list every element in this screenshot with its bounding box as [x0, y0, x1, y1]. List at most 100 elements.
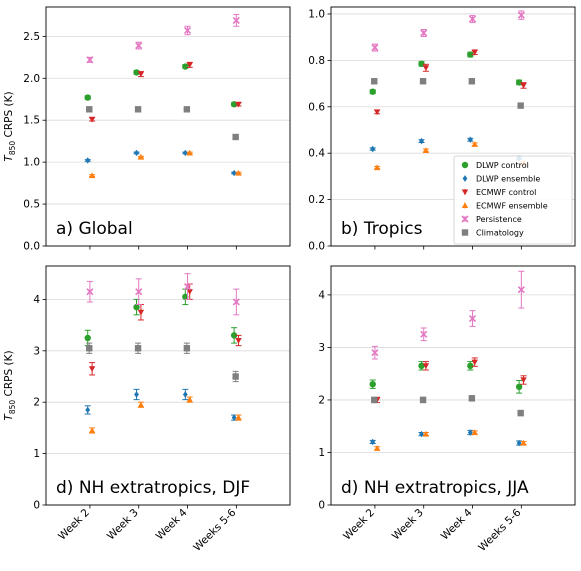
x-tick-label: Weeks 5-6 — [191, 506, 238, 553]
data-point — [373, 109, 381, 116]
axes-frame — [330, 265, 576, 506]
data-point — [88, 172, 96, 179]
axes-frame — [330, 6, 576, 247]
data-point — [515, 383, 523, 391]
data-point — [517, 102, 524, 109]
data-point — [420, 330, 428, 338]
x-tick-label: Week 4 — [439, 506, 475, 542]
data-point — [468, 395, 476, 402]
y-tick-label: 2.0 — [23, 73, 40, 85]
panel-title: d) NH extratropics, DJF — [56, 478, 250, 498]
data-point — [137, 401, 145, 408]
y-tick-label: 0.6 — [308, 101, 325, 113]
y-tick-label: 2 — [318, 394, 325, 406]
data-point — [467, 362, 474, 370]
data-point — [419, 78, 427, 85]
y-tick-label: 0 — [318, 500, 325, 512]
data-point — [230, 332, 238, 339]
data-point — [84, 334, 91, 342]
data-point — [471, 429, 478, 436]
data-point — [133, 303, 140, 311]
data-point — [370, 145, 376, 153]
y-tick-label: 0.0 — [308, 241, 325, 253]
y-axis-label: T850 CRPS (K) — [3, 350, 17, 420]
data-point — [86, 345, 93, 352]
data-point — [231, 169, 237, 177]
data-point — [515, 79, 523, 86]
x-tick-label: Week 2 — [56, 507, 92, 543]
data-point — [183, 106, 191, 113]
chart-panel-3: 0 1 2 3 4 Week 2 Week 3 Week 4 Weeks 5-6 d) NH ex… — [3, 265, 291, 554]
legend: DLWP control DLWP ensemble ECMWF control EC… — [453, 155, 573, 245]
data-point — [467, 51, 474, 58]
y-tick-label: 0.0 — [23, 241, 40, 253]
y-tick-label: 2.5 — [23, 31, 40, 43]
data-point — [88, 427, 96, 434]
y-tick-label: 3 — [318, 342, 325, 354]
data-point — [369, 380, 376, 388]
axes-frame — [45, 265, 291, 506]
data-point — [419, 137, 424, 145]
y-tick-label: 1.0 — [23, 157, 40, 169]
data-point — [235, 101, 242, 108]
data-point — [182, 149, 188, 157]
y-tick-label: 0.4 — [308, 148, 325, 160]
data-point — [133, 69, 140, 76]
data-point — [520, 82, 527, 89]
y-tick-label: 1 — [33, 448, 40, 460]
x-tick-label: Week 4 — [154, 506, 190, 542]
data-point — [370, 438, 376, 446]
y-tick-label: 3 — [33, 345, 40, 357]
data-point — [134, 345, 142, 352]
data-point — [520, 439, 527, 446]
data-point — [84, 94, 91, 101]
data-point — [232, 298, 240, 306]
data-point — [517, 286, 525, 294]
data-point — [137, 153, 145, 160]
data-point — [232, 133, 239, 141]
data-point — [467, 136, 473, 143]
data-point — [235, 169, 242, 176]
data-point — [419, 430, 424, 438]
data-point — [186, 289, 193, 295]
y-tick-label: 0 — [33, 500, 40, 512]
data-point — [182, 391, 188, 398]
data-point — [85, 157, 91, 164]
panel-title: d) NH extratropics, JJA — [341, 478, 529, 498]
x-tick-label: Weeks 5-6 — [476, 506, 523, 553]
data-point — [85, 406, 91, 414]
data-point — [182, 293, 189, 301]
data-point — [471, 359, 478, 366]
data-point — [517, 11, 525, 19]
data-point — [520, 377, 527, 384]
legend-marker — [461, 229, 469, 236]
y-tick-label: 1 — [318, 447, 325, 459]
data-point — [135, 42, 143, 50]
data-point — [369, 88, 376, 95]
y-tick-label: 0.2 — [308, 194, 325, 206]
legend-entry: ECMWF control — [476, 188, 536, 197]
legend-marker — [461, 215, 469, 223]
data-point — [468, 78, 476, 85]
data-point — [235, 414, 242, 421]
data-point — [373, 164, 381, 171]
data-point — [422, 363, 430, 370]
data-point — [471, 49, 478, 56]
data-point — [86, 106, 93, 113]
axes-frame — [45, 6, 291, 247]
y-tick-label: 2 — [33, 397, 40, 409]
data-point — [422, 430, 430, 437]
data-point — [232, 373, 239, 380]
legend-entry: DLWP control — [476, 161, 529, 170]
panel-title: a) Global — [56, 219, 133, 239]
data-point — [468, 15, 477, 23]
data-point — [137, 309, 145, 316]
data-point — [371, 78, 378, 85]
chart-panel-4: 0 1 2 3 4 Week 2 Week 3 Week 4 Weeks 5-6 d) NH ex… — [318, 265, 576, 554]
y-tick-label: 1.5 — [23, 115, 40, 127]
y-tick-label: 0.5 — [23, 199, 40, 211]
data-point — [422, 147, 430, 153]
data-point — [134, 149, 139, 157]
data-point — [134, 391, 139, 398]
